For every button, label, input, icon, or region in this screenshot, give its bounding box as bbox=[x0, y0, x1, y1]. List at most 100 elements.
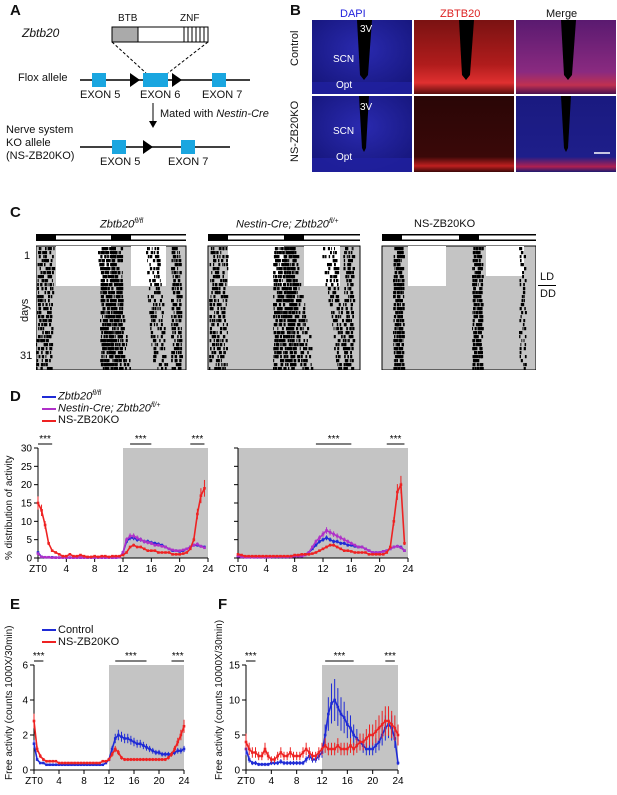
significance-label: *** bbox=[192, 434, 204, 445]
data-point bbox=[167, 547, 171, 551]
data-point bbox=[332, 532, 335, 536]
data-point bbox=[311, 547, 314, 551]
data-point bbox=[311, 545, 314, 549]
data-point bbox=[339, 712, 343, 716]
data-point bbox=[350, 550, 353, 553]
data-point bbox=[167, 756, 170, 760]
data-point bbox=[352, 733, 355, 737]
data-point bbox=[265, 554, 268, 558]
exon5-label: EXON 5 bbox=[80, 89, 121, 101]
x-tick-label: 4 bbox=[56, 776, 62, 787]
data-point bbox=[301, 761, 305, 765]
img-ko-zbtb20 bbox=[414, 96, 514, 172]
data-point bbox=[148, 747, 151, 751]
data-point bbox=[387, 719, 390, 723]
data-point bbox=[251, 761, 254, 765]
data-point bbox=[381, 553, 385, 556]
mating-arrow bbox=[149, 121, 157, 128]
data-point bbox=[260, 754, 264, 758]
data-point bbox=[371, 747, 374, 751]
x-tick-label: 16 bbox=[342, 776, 354, 787]
data-point bbox=[335, 545, 339, 549]
significance-label: *** bbox=[328, 434, 340, 445]
legend-d-lines bbox=[42, 396, 56, 422]
data-point bbox=[63, 761, 67, 765]
data-point bbox=[273, 761, 276, 765]
significance-label: *** bbox=[135, 434, 147, 445]
data-point bbox=[243, 554, 247, 558]
significance-label: *** bbox=[334, 651, 346, 662]
data-point bbox=[268, 554, 272, 558]
data-point bbox=[336, 705, 340, 709]
data-point bbox=[346, 549, 350, 552]
data-point bbox=[298, 761, 302, 765]
x-tick-label: 8 bbox=[294, 776, 300, 787]
data-point bbox=[82, 556, 86, 559]
data-point bbox=[260, 763, 264, 766]
data-point bbox=[154, 758, 158, 761]
data-point bbox=[85, 763, 89, 767]
data-point bbox=[76, 761, 80, 765]
data-point bbox=[35, 747, 39, 751]
y-tick-label: 0 bbox=[22, 766, 28, 777]
data-point bbox=[163, 752, 167, 756]
data-point bbox=[357, 545, 360, 549]
data-point bbox=[289, 554, 293, 558]
data-point bbox=[160, 544, 164, 548]
x-tick-label: 16 bbox=[128, 776, 140, 787]
col-dapi: DAPI bbox=[340, 8, 366, 20]
data-point bbox=[70, 761, 73, 765]
data-point bbox=[263, 763, 267, 766]
data-point bbox=[263, 747, 267, 751]
actograms bbox=[36, 234, 536, 370]
data-point bbox=[72, 554, 75, 558]
data-point bbox=[132, 740, 136, 744]
data-point bbox=[173, 751, 176, 754]
data-point bbox=[79, 553, 82, 557]
data-point bbox=[67, 763, 70, 767]
data-point bbox=[254, 761, 257, 765]
data-point bbox=[318, 536, 321, 540]
data-point bbox=[325, 536, 328, 540]
data-point bbox=[150, 549, 153, 552]
data-point bbox=[188, 547, 192, 551]
data-point bbox=[176, 740, 180, 744]
data-point bbox=[160, 551, 164, 554]
data-point bbox=[121, 553, 125, 557]
data-point bbox=[367, 553, 371, 556]
data-point bbox=[104, 761, 108, 765]
data-point bbox=[342, 542, 346, 545]
data-point bbox=[295, 754, 298, 758]
data-point bbox=[167, 551, 171, 554]
chart-f: ZT0 4 8 12 16 20 24 0 5 10 15 *** *** *** bbox=[229, 651, 404, 787]
data-point bbox=[113, 747, 117, 751]
data-point bbox=[57, 556, 61, 559]
data-point bbox=[396, 761, 400, 765]
data-point bbox=[132, 543, 135, 547]
exon6-label: EXON 6 bbox=[140, 89, 181, 101]
series-ns-zb20ko bbox=[244, 706, 400, 763]
data-point bbox=[114, 554, 118, 558]
x-tick-label: 20 bbox=[367, 776, 379, 787]
data-point bbox=[393, 726, 397, 730]
data-point bbox=[114, 556, 118, 559]
data-point bbox=[360, 545, 364, 549]
lbl-opt-1: Opt bbox=[336, 80, 353, 91]
data-point bbox=[128, 545, 132, 549]
data-point bbox=[289, 751, 292, 754]
data-point bbox=[125, 551, 128, 554]
y-tick-label: 10 bbox=[21, 517, 33, 528]
data-point bbox=[203, 546, 206, 550]
data-point bbox=[196, 512, 199, 516]
data-point bbox=[173, 747, 176, 751]
data-point bbox=[160, 752, 164, 756]
loxp-1 bbox=[130, 73, 140, 87]
ld-bar-1 bbox=[36, 234, 186, 241]
ko-exon7-label: EXON 7 bbox=[168, 156, 209, 168]
ko-label-line1: Nerve system bbox=[6, 124, 74, 136]
x-tick-label: ZT0 bbox=[237, 776, 255, 787]
data-point bbox=[307, 551, 311, 554]
data-point bbox=[73, 761, 76, 765]
data-point bbox=[371, 551, 374, 554]
data-point bbox=[153, 549, 157, 552]
